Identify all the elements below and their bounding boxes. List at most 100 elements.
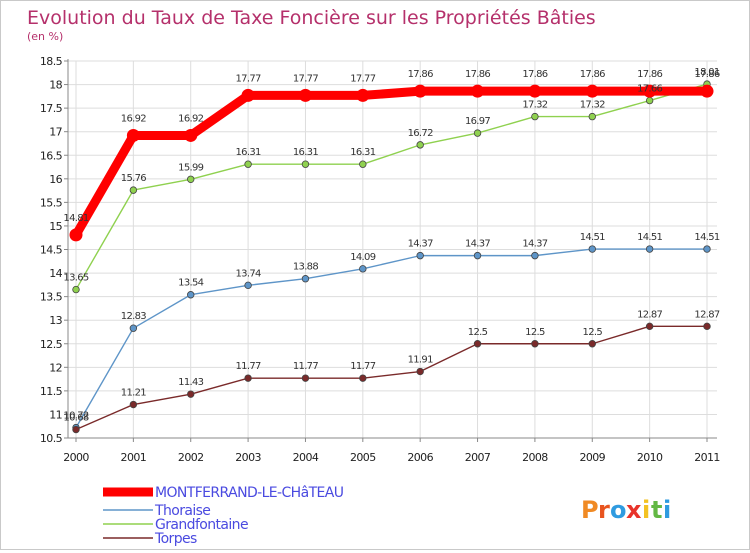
- data-point: [187, 291, 195, 299]
- data-label: 17.32: [522, 100, 547, 111]
- y-tick-label: 13.5: [40, 291, 63, 304]
- data-label: 14.81: [63, 213, 88, 224]
- data-label: 17.32: [580, 100, 605, 111]
- y-tick-label: 12: [49, 361, 62, 374]
- data-point: [588, 112, 596, 121]
- x-tick-label: 2011: [694, 451, 720, 464]
- x-tick-label: 2010: [637, 451, 663, 464]
- data-label: 14.09: [350, 252, 375, 263]
- data-point: [471, 84, 485, 98]
- data-point: [473, 129, 482, 137]
- legend-label: Torpes: [154, 531, 197, 547]
- data-point: [244, 374, 252, 382]
- data-point: [416, 251, 424, 260]
- data-point: [241, 88, 255, 102]
- data-label: 15.76: [121, 173, 146, 184]
- data-point: [359, 160, 367, 168]
- logo-letter: x: [626, 496, 642, 524]
- data-point: [187, 175, 195, 183]
- data-label: 14.51: [694, 232, 719, 243]
- data-label: 16.92: [121, 113, 146, 124]
- data-point: [72, 425, 80, 434]
- data-label: 13.54: [178, 278, 203, 289]
- data-label: 16.31: [293, 147, 318, 158]
- y-tick-label: 15: [49, 220, 62, 233]
- series-layer: [69, 80, 714, 434]
- data-label: 14.37: [522, 239, 547, 250]
- series-line-grandfontaine: [75, 83, 708, 291]
- legend-label: Thoraise: [154, 503, 210, 519]
- y-tick-label: 10.5: [40, 432, 63, 445]
- data-point: [645, 96, 654, 105]
- logo-letter: i: [663, 496, 671, 524]
- data-point: [645, 245, 654, 253]
- logo-letter: i: [642, 496, 650, 524]
- data-label: 12.87: [637, 309, 662, 320]
- x-tick-label: 2007: [465, 451, 491, 464]
- data-label: 16.97: [465, 116, 490, 127]
- data-point: [184, 128, 198, 142]
- data-label: 17.77: [236, 73, 261, 84]
- y-tick-label: 13: [49, 314, 62, 327]
- data-point: [129, 186, 138, 194]
- data-label: 10.68: [63, 413, 88, 424]
- chart-title: Evolution du Taux de Taxe Foncière sur l…: [27, 7, 596, 29]
- data-label: 11.77: [293, 361, 318, 372]
- y-tick-label: 18.5: [40, 55, 63, 68]
- x-tick-label: 2004: [293, 451, 319, 464]
- data-label: 13.65: [63, 273, 88, 284]
- legend-label: MONTFERRAND-LE-CHâTEAU: [155, 485, 344, 501]
- data-label: 17.86: [580, 69, 605, 80]
- data-point: [129, 400, 138, 409]
- logo-letter: o: [610, 496, 627, 524]
- data-label: 16.31: [236, 147, 261, 158]
- data-point: [531, 251, 539, 260]
- series-line-torpes: [75, 325, 708, 431]
- y-tick-label: 11: [49, 408, 62, 421]
- data-point: [129, 324, 138, 332]
- y-tick-label: 17: [49, 126, 62, 139]
- y-tick-label: 17.5: [40, 102, 63, 115]
- data-point: [585, 84, 599, 98]
- legend: MONTFERRAND-LE-CHâTEAU ThoraiseGrandfonta…: [103, 485, 344, 547]
- data-point: [643, 84, 657, 98]
- y-tick-label: 15.5: [40, 196, 63, 209]
- data-label: 12.83: [121, 311, 146, 322]
- series-line-thoraise: [75, 248, 708, 429]
- y-ticks: 10.5 11 11.5 12 12.5 13 13.5 14 14.5 15 15.5 16 16.5…: [40, 55, 63, 445]
- data-point: [301, 374, 310, 382]
- axes: [64, 59, 717, 442]
- data-point: [356, 88, 370, 102]
- logo-letter: P: [581, 496, 599, 524]
- data-label: 14.37: [465, 239, 490, 250]
- x-tick-label: 2005: [350, 451, 376, 464]
- y-tick-label: 14: [49, 267, 62, 280]
- logo-letter: r: [598, 496, 610, 524]
- data-point: [301, 275, 310, 283]
- data-label: 11.77: [350, 361, 375, 372]
- data-point: [126, 128, 140, 142]
- data-label: 15.99: [178, 162, 203, 173]
- data-point: [244, 281, 252, 290]
- data-label: 13.88: [293, 262, 318, 273]
- series-line-montferrand-le-ch-teau: [71, 86, 712, 240]
- data-label: 12.5: [583, 327, 603, 338]
- y-tick-label: 12.5: [40, 338, 63, 351]
- data-label: 14.51: [580, 232, 605, 243]
- data-point: [473, 340, 482, 348]
- data-label: 11.43: [178, 377, 203, 388]
- data-label: 13.74: [236, 268, 261, 279]
- data-label: 17.86: [694, 69, 719, 80]
- y-tick-label: 14.5: [40, 244, 63, 257]
- data-point: [69, 228, 83, 242]
- x-tick-label: 2003: [235, 451, 261, 464]
- data-point: [588, 340, 596, 348]
- data-label: 14.37: [408, 239, 433, 250]
- data-label: 11.21: [121, 388, 146, 399]
- y-axis-unit: (en %): [27, 30, 63, 43]
- y-tick-label: 16.5: [40, 149, 63, 162]
- legend-label: Grandfontaine: [155, 517, 248, 533]
- y-tick-label: 11.5: [40, 385, 63, 398]
- data-label: 11.91: [408, 355, 433, 366]
